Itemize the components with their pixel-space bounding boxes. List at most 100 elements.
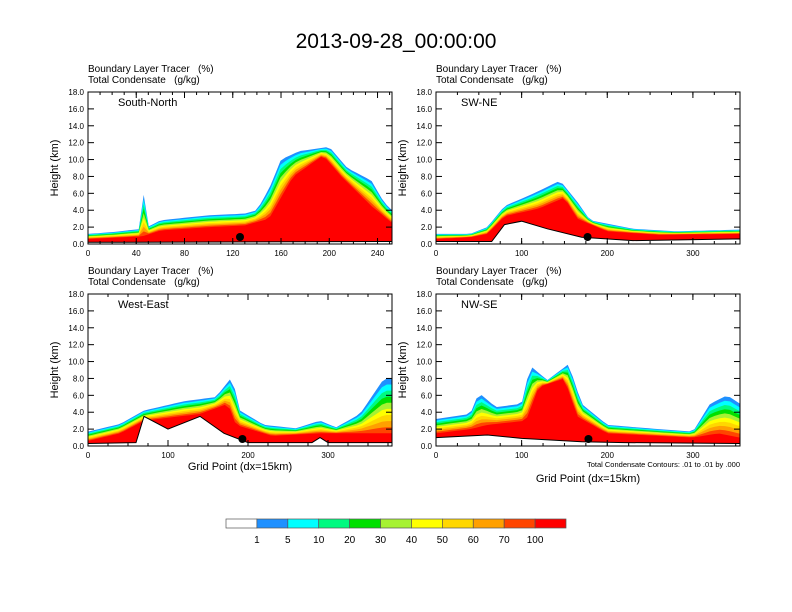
y-tick-label: 14.0: [68, 324, 84, 333]
colorbar-box: [411, 518, 443, 529]
colorbar-box: [534, 518, 567, 529]
x-axis-title: Grid Point (dx=15km): [188, 461, 292, 473]
x-tick-label: 0: [86, 249, 91, 258]
y-tick-label: 2.0: [73, 425, 85, 434]
y-tick-label: 10.0: [416, 156, 432, 165]
y-tick-label: 12.0: [68, 341, 84, 350]
y-tick-label: 6.0: [421, 189, 433, 198]
panel-subtitle-tracer: Boundary Layer Tracer (%): [436, 64, 562, 75]
colorbar-label: 1: [254, 535, 260, 546]
x-axis-title: Grid Point (dx=15km): [536, 473, 640, 485]
colorbar-box: [287, 518, 320, 529]
y-tick-label: 8.0: [421, 172, 433, 181]
x-tick-label: 80: [180, 249, 189, 258]
y-tick-label: 16.0: [68, 307, 84, 316]
panel-name: South-North: [118, 97, 177, 109]
y-tick-label: 16.0: [416, 105, 432, 114]
colorbar-box: [380, 518, 412, 529]
x-tick-label: 200: [323, 249, 337, 258]
panel-subtitle-tracer: Boundary Layer Tracer (%): [88, 64, 214, 75]
colorbar-box: [442, 518, 474, 529]
colorbar-box: [318, 518, 350, 529]
y-tick-label: 2.0: [73, 223, 85, 232]
y-tick-label: 14.0: [416, 324, 432, 333]
colorbar-label: 70: [499, 535, 511, 546]
colorbar-box: [503, 518, 536, 529]
y-tick-label: 4.0: [421, 408, 433, 417]
y-axis-title: Height (km): [49, 342, 61, 399]
y-tick-label: 18.0: [416, 290, 432, 299]
x-tick-label: 120: [226, 249, 240, 258]
colorbar-label: 50: [437, 535, 449, 546]
colorbar-label: 10: [313, 535, 325, 546]
y-tick-label: 2.0: [421, 425, 433, 434]
y-tick-label: 6.0: [421, 391, 433, 400]
colorbar-box: [472, 518, 505, 529]
panel-top-left: 0.0 2.0 4.0 6.0 8.0 10.0 12.0 14.0 16.0 18.0 0 40 80…: [49, 64, 393, 258]
x-tick-label: 300: [686, 451, 700, 460]
x-tick-label: 0: [434, 249, 439, 258]
colorbar-label: 20: [344, 535, 356, 546]
terrain: [436, 220, 740, 244]
location-marker: [584, 435, 593, 443]
plot-frame: [435, 293, 741, 447]
x-tick-label: 240: [371, 249, 385, 258]
colorbar-label: 60: [468, 535, 480, 546]
y-tick-label: 4.0: [73, 408, 85, 417]
terrain: [436, 434, 740, 446]
panel-subtitle-condensate: Total Condensate (g/kg): [88, 75, 200, 86]
plot-frame: [87, 293, 393, 447]
panel-bottom-left: 0.0 2.0 4.0 6.0 8.0 10.0 12.0 14.0 16.0 18.0 0 100 2…: [49, 266, 393, 473]
y-tick-label: 12.0: [68, 139, 84, 148]
x-tick-label: 300: [321, 451, 335, 460]
tracer-core: [88, 156, 392, 244]
x-tick-label: 100: [161, 451, 175, 460]
y-tick-label: 0.0: [421, 442, 433, 451]
main-title: 2013-09-28_00:00:00: [295, 30, 497, 53]
y-tick-label: 0.0: [73, 442, 85, 451]
tracer-field: [436, 364, 740, 446]
y-tick-label: 14.0: [416, 122, 432, 131]
y-tick-label: 8.0: [73, 374, 85, 383]
terrain: [88, 415, 392, 446]
y-tick-label: 4.0: [421, 206, 433, 215]
y-tick-label: 18.0: [68, 290, 84, 299]
panel-subtitle-condensate: Total Condensate (g/kg): [88, 277, 200, 288]
y-tick-label: 18.0: [416, 88, 432, 97]
x-tick-label: 40: [132, 249, 141, 258]
y-tick-label: 0.0: [73, 240, 85, 249]
tracer-field: [436, 181, 740, 244]
y-tick-label: 10.0: [68, 358, 84, 367]
y-tick-label: 8.0: [421, 374, 433, 383]
panel-subtitle-condensate: Total Condensate (g/kg): [436, 75, 548, 86]
panel-subtitle-tracer: Boundary Layer Tracer (%): [88, 266, 214, 277]
x-tick-label: 200: [601, 451, 615, 460]
panel-name: SW-NE: [461, 97, 497, 109]
x-tick-label: 200: [241, 451, 255, 460]
y-tick-label: 6.0: [73, 391, 85, 400]
y-axis-title: Height (km): [397, 140, 409, 197]
x-tick-label: 100: [515, 249, 529, 258]
colorbar-box: [225, 518, 258, 529]
terrain: [88, 240, 392, 244]
colorbar-box: [349, 518, 381, 529]
x-tick-label: 300: [686, 249, 700, 258]
x-tick-label: 200: [601, 249, 615, 258]
colorbar-label: 100: [527, 535, 544, 546]
y-axis-title: Height (km): [397, 342, 409, 399]
panel-subtitle-condensate: Total Condensate (g/kg): [436, 277, 548, 288]
y-tick-label: 16.0: [416, 307, 432, 316]
colorbar-label: 30: [375, 535, 387, 546]
plot-frame: [87, 91, 393, 245]
y-tick-label: 0.0: [421, 240, 433, 249]
location-marker: [236, 233, 244, 241]
location-marker: [583, 233, 592, 241]
colorbar-box: [256, 518, 289, 529]
x-tick-label: 100: [515, 451, 529, 460]
y-axis-title: Height (km): [49, 140, 61, 197]
panel-name: NW-SE: [461, 299, 497, 311]
y-tick-label: 10.0: [68, 156, 84, 165]
y-tick-label: 2.0: [421, 223, 433, 232]
y-tick-label: 6.0: [73, 189, 85, 198]
